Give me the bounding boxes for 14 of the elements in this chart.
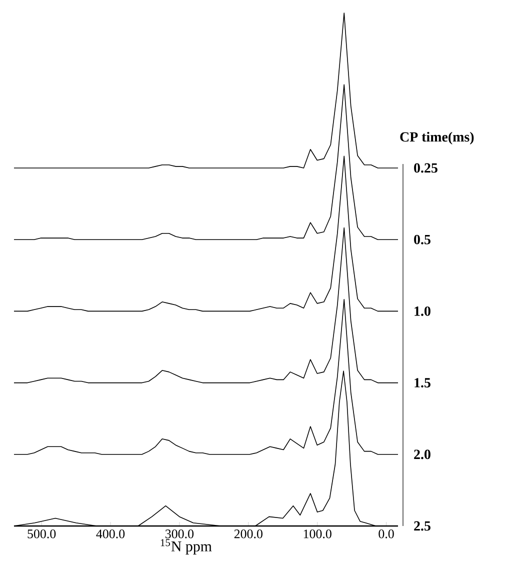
x-tick-label: 400.0 [96,530,125,538]
series-label: 1.0 [414,306,430,316]
series-label: 2.5 [414,521,430,531]
x-tick-label: 300.0 [166,530,194,538]
x-tick-label: 0.0 [378,530,394,538]
x-tick-label: 200.0 [234,530,262,538]
series-label: 1.5 [414,378,430,388]
text: CP time(ms) [400,132,474,144]
series-label: 2.0 [414,450,430,460]
x-tick-label: 100.0 [304,530,332,538]
series-label: 0.25 [414,163,438,173]
x-axis-title: $^{15}$N ppm [160,539,212,554]
series-label: 0.5 [414,234,430,244]
x-tick-label: 500.0 [28,530,56,538]
